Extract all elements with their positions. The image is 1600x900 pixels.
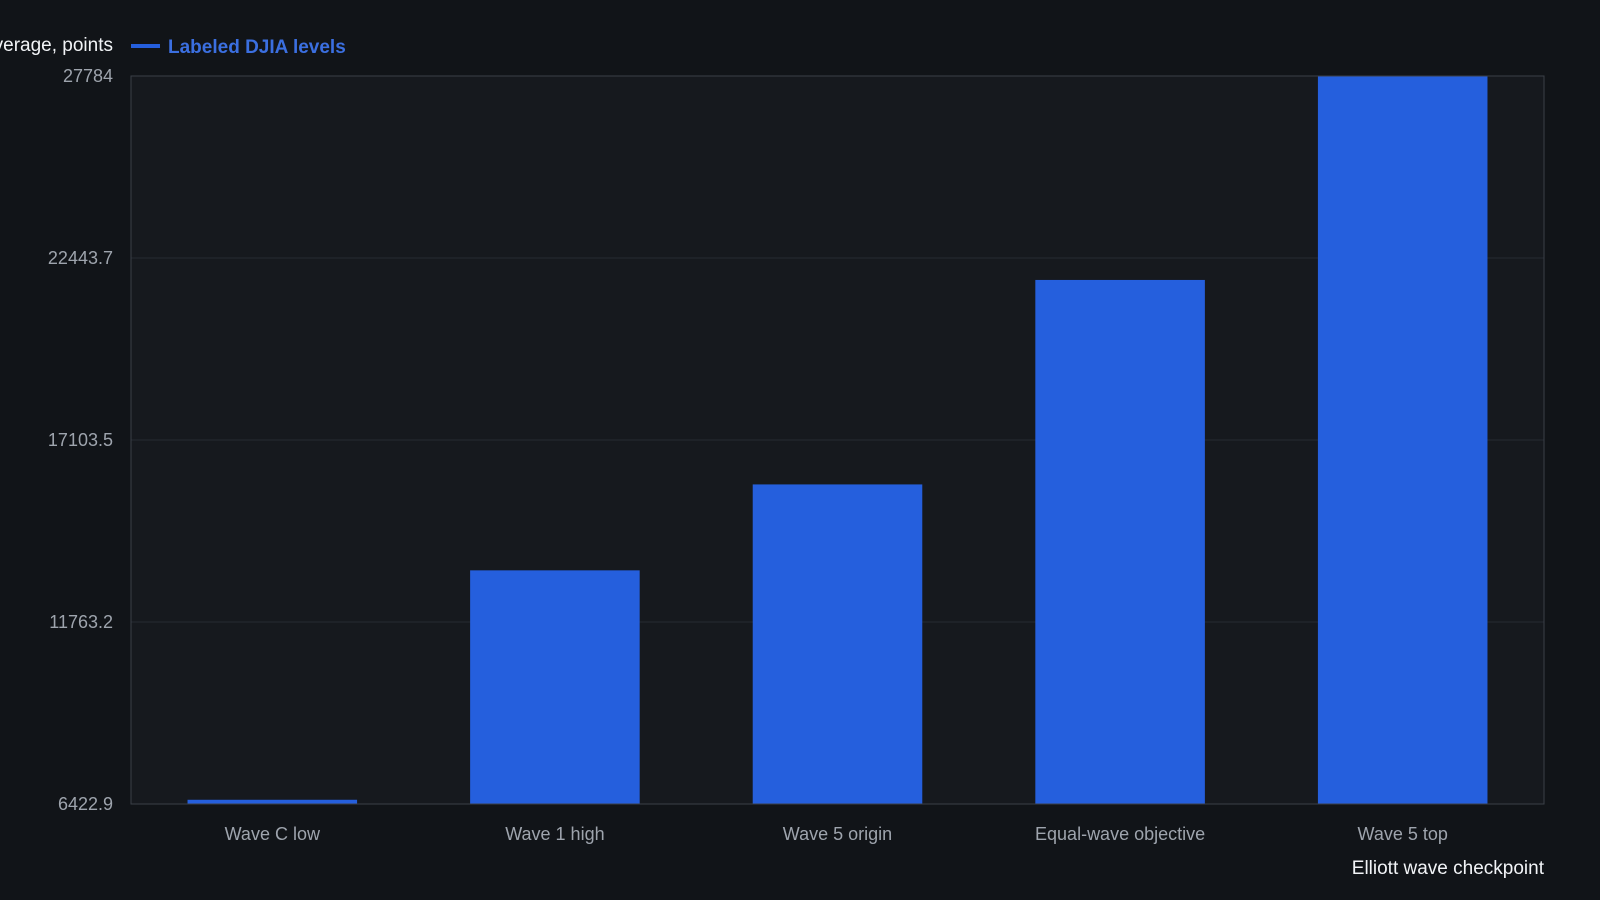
bar[interactable] bbox=[470, 570, 640, 804]
y-tick-label: 6422.9 bbox=[58, 794, 113, 814]
x-tick-label: Wave 5 top bbox=[1358, 824, 1448, 844]
y-axis-ticks: 6422.9 11763.2 17103.5 22443.7 27784 bbox=[48, 66, 113, 814]
x-tick-label: Equal-wave objective bbox=[1035, 824, 1205, 844]
y-tick-label: 17103.5 bbox=[48, 430, 113, 450]
plot-frame bbox=[130, 75, 1545, 805]
y-tick-label: 22443.7 bbox=[48, 248, 113, 268]
bar[interactable] bbox=[752, 484, 923, 804]
x-tick-label: Wave 1 high bbox=[505, 824, 604, 844]
y-tick-label: 27784 bbox=[63, 66, 113, 86]
x-tick-label: Wave 5 origin bbox=[783, 824, 892, 844]
y-axis-title: Dow Jones Industrial Average, points bbox=[0, 35, 113, 56]
y-tick-label: 11763.2 bbox=[49, 612, 113, 632]
x-axis-title: Elliott wave checkpoint bbox=[1352, 858, 1545, 879]
legend[interactable]: Labeled DJIA levels bbox=[131, 37, 346, 58]
x-axis-ticks: Wave C low Wave 1 high Wave 5 origin Equal-… bbox=[225, 824, 1448, 844]
bars bbox=[187, 76, 1488, 804]
bar[interactable] bbox=[1035, 279, 1205, 804]
bar[interactable] bbox=[187, 799, 358, 804]
bar[interactable] bbox=[1317, 76, 1488, 804]
x-tick-label: Wave C low bbox=[225, 824, 321, 844]
legend-label: Labeled DJIA levels bbox=[168, 37, 346, 58]
